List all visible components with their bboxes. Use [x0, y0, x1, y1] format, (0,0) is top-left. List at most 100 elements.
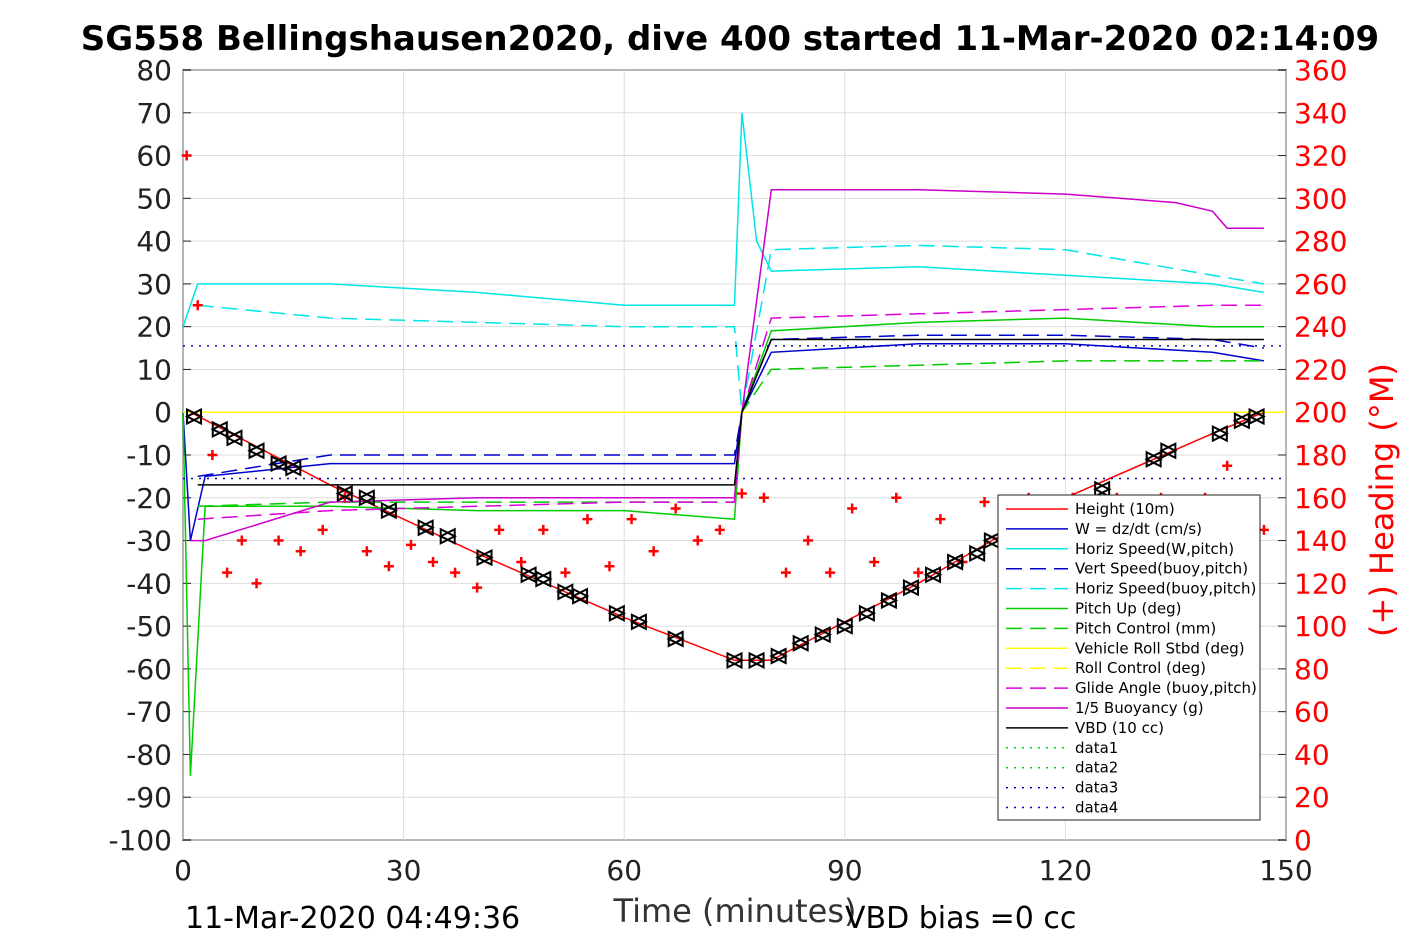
turn-marker: [357, 489, 375, 507]
heading-point: [582, 514, 593, 525]
turn-marker: [879, 591, 897, 610]
y-tick-label: -100: [108, 824, 172, 857]
series-line-2: [182, 112, 1265, 327]
heading-point: [560, 567, 571, 578]
heading-point: [604, 561, 615, 572]
heading-point: [847, 503, 858, 514]
turn-marker: [1210, 424, 1228, 443]
y-axis-label-right: (+) Heading (°M): [1363, 363, 1401, 637]
footer-vbd-bias: VBD bias =0 cc: [845, 901, 1076, 936]
turn-marker: [379, 501, 397, 520]
legend-entry: Roll Control (deg): [1075, 659, 1206, 677]
heading-point: [361, 546, 372, 557]
heading-point: [222, 567, 233, 578]
ticks: 0 30 60 90 120 15080706050403020100-10-20-30-…: [108, 54, 1347, 887]
y-tick-label: -90: [126, 781, 172, 814]
legend: Height (10m) W = dz/dt (cm/s) Horiz Speed(…: [997, 494, 1261, 821]
y-right-tick-label: 360: [1294, 54, 1347, 87]
y-tick-label: 20: [136, 311, 172, 344]
heading-point: [648, 546, 659, 557]
heading-point: [913, 567, 924, 578]
series-line-1: [182, 343, 1265, 541]
turn-marker: [725, 651, 743, 669]
heading-point: [891, 492, 902, 503]
heading-point: [494, 524, 505, 535]
heading-point: [295, 546, 306, 557]
heading-point: [736, 488, 747, 499]
legend-entry: W = dz/dt (cm/s): [1075, 520, 1202, 538]
turn-marker: [284, 459, 302, 477]
y-tick-label: -30: [126, 525, 172, 558]
y-tick-label: -60: [126, 653, 172, 686]
legend-entry: Vert Speed(buoy,pitch): [1075, 560, 1248, 578]
heading-point: [450, 567, 461, 578]
turn-marker: [813, 626, 831, 644]
turn-marker: [225, 429, 243, 447]
y-right-tick-label: 60: [1294, 696, 1330, 729]
heading-point: [251, 578, 262, 589]
x-tick-label: 30: [386, 854, 422, 887]
x-tick-label: 60: [606, 854, 642, 887]
series-layer: [181, 112, 1286, 776]
heading-point: [428, 556, 439, 567]
y-tick-label: 50: [136, 182, 172, 215]
heading-point: [472, 582, 483, 593]
y-right-tick-label: 240: [1294, 311, 1347, 344]
turn-marker: [666, 630, 684, 648]
heading-point: [803, 535, 814, 546]
legend-entry: VBD (10 cc): [1075, 719, 1164, 737]
y-tick-label: 60: [136, 140, 172, 173]
legend-entry: Vehicle Roll Stbd (deg): [1075, 639, 1245, 657]
y-right-tick-label: 120: [1294, 567, 1347, 600]
y-tick-label: 40: [136, 225, 172, 258]
turn-marker: [923, 566, 942, 584]
y-tick-label: -20: [126, 482, 172, 515]
turn-marker: [534, 570, 552, 588]
heading-point: [935, 514, 946, 525]
legend-entry: 1/5 Buoyancy (g): [1075, 699, 1204, 717]
heading-point: [192, 300, 203, 311]
heading-point: [825, 567, 836, 578]
y-tick-label: 0: [154, 396, 172, 429]
turn-marker: [769, 647, 787, 665]
y-right-tick-label: 0: [1294, 824, 1312, 857]
heading-point: [692, 535, 703, 546]
turn-marker: [967, 544, 986, 563]
heading-point: [207, 450, 218, 460]
heading-point: [236, 535, 247, 546]
heading-point: [714, 524, 725, 535]
y-right-tick-label: 160: [1294, 482, 1347, 515]
turn-marker: [416, 519, 434, 537]
y-right-tick-label: 220: [1294, 353, 1347, 386]
y-tick-label: 10: [136, 353, 172, 386]
heading-point: [780, 567, 791, 578]
legend-entry: data2: [1075, 759, 1118, 777]
y-tick-label: -70: [126, 696, 172, 729]
y-right-tick-label: 180: [1294, 439, 1347, 472]
legend-box: [997, 494, 1261, 821]
y-right-tick-label: 300: [1294, 182, 1347, 215]
heading-point: [626, 514, 637, 525]
y-right-tick-label: 260: [1294, 268, 1347, 301]
x-tick-label: 120: [1039, 854, 1092, 887]
heading-point: [516, 556, 527, 567]
turn-marker: [438, 527, 456, 545]
heading-point: [317, 524, 328, 535]
turn-marker: [1247, 407, 1265, 426]
legend-entry: Pitch Control (mm): [1075, 619, 1216, 637]
turn-marker: [184, 407, 203, 426]
y-right-tick-label: 80: [1294, 653, 1330, 686]
legend-entry: data4: [1075, 799, 1118, 817]
turn-marker: [945, 553, 964, 571]
chart-title: SG558 Bellingshausen2020, dive 400 start…: [81, 19, 1379, 59]
turn-marker: [210, 420, 228, 438]
legend-entry: data3: [1075, 779, 1118, 797]
x-tick-label: 0: [174, 854, 192, 887]
heading-point: [758, 492, 769, 503]
y-tick-label: 30: [136, 268, 172, 301]
series-line-0: [190, 411, 1265, 662]
heading-point: [383, 561, 394, 572]
y-right-tick-label: 40: [1294, 738, 1330, 771]
legend-entry: data1: [1075, 739, 1118, 757]
